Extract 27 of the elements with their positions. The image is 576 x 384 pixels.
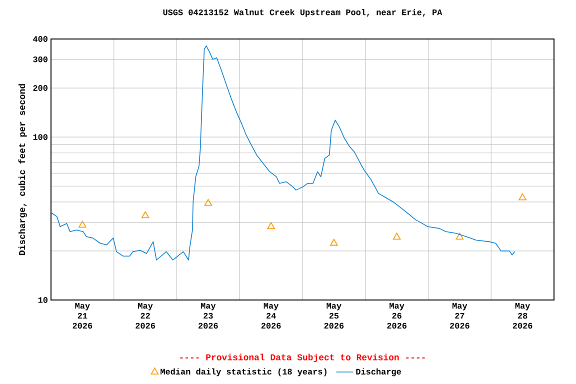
y-tick-label: 10	[38, 297, 48, 303]
x-tick-label: May 28 2026	[512, 303, 532, 329]
x-tick-label: May 27 2026	[450, 303, 470, 329]
y-axis-title: Discharge, cubic feet per second	[18, 84, 27, 255]
point	[204, 198, 212, 206]
legend-label: Discharge	[356, 368, 401, 376]
y-tick-label: 200	[33, 85, 48, 91]
line-series	[51, 45, 516, 260]
x-tick-label: May 21 2026	[72, 303, 92, 329]
point	[518, 193, 526, 200]
x-tick-label: May 26 2026	[387, 303, 407, 329]
point	[141, 211, 150, 218]
point	[456, 232, 464, 240]
point	[267, 222, 275, 230]
point	[330, 238, 338, 246]
text: ---- Provisional Data Subject to Revision ----	[180, 354, 425, 362]
point	[78, 220, 86, 228]
y-tick-label: 400	[33, 36, 48, 42]
x-tick-label: May 25 2026	[324, 303, 344, 329]
x-tick-label: May 22 2026	[136, 303, 155, 329]
x-tick-label: May 24 2026	[261, 303, 281, 329]
point	[392, 232, 401, 240]
legend-label: Median daily statistic (18 years)	[160, 368, 326, 376]
y-tick-label: 300	[33, 56, 48, 62]
chart-title: USGS 04213152 Walnut Creek Upstream Pool, near Erie, PA	[163, 8, 442, 17]
x-tick-label: May 23 2026	[198, 303, 218, 329]
y-tick-label: 100	[33, 134, 48, 140]
